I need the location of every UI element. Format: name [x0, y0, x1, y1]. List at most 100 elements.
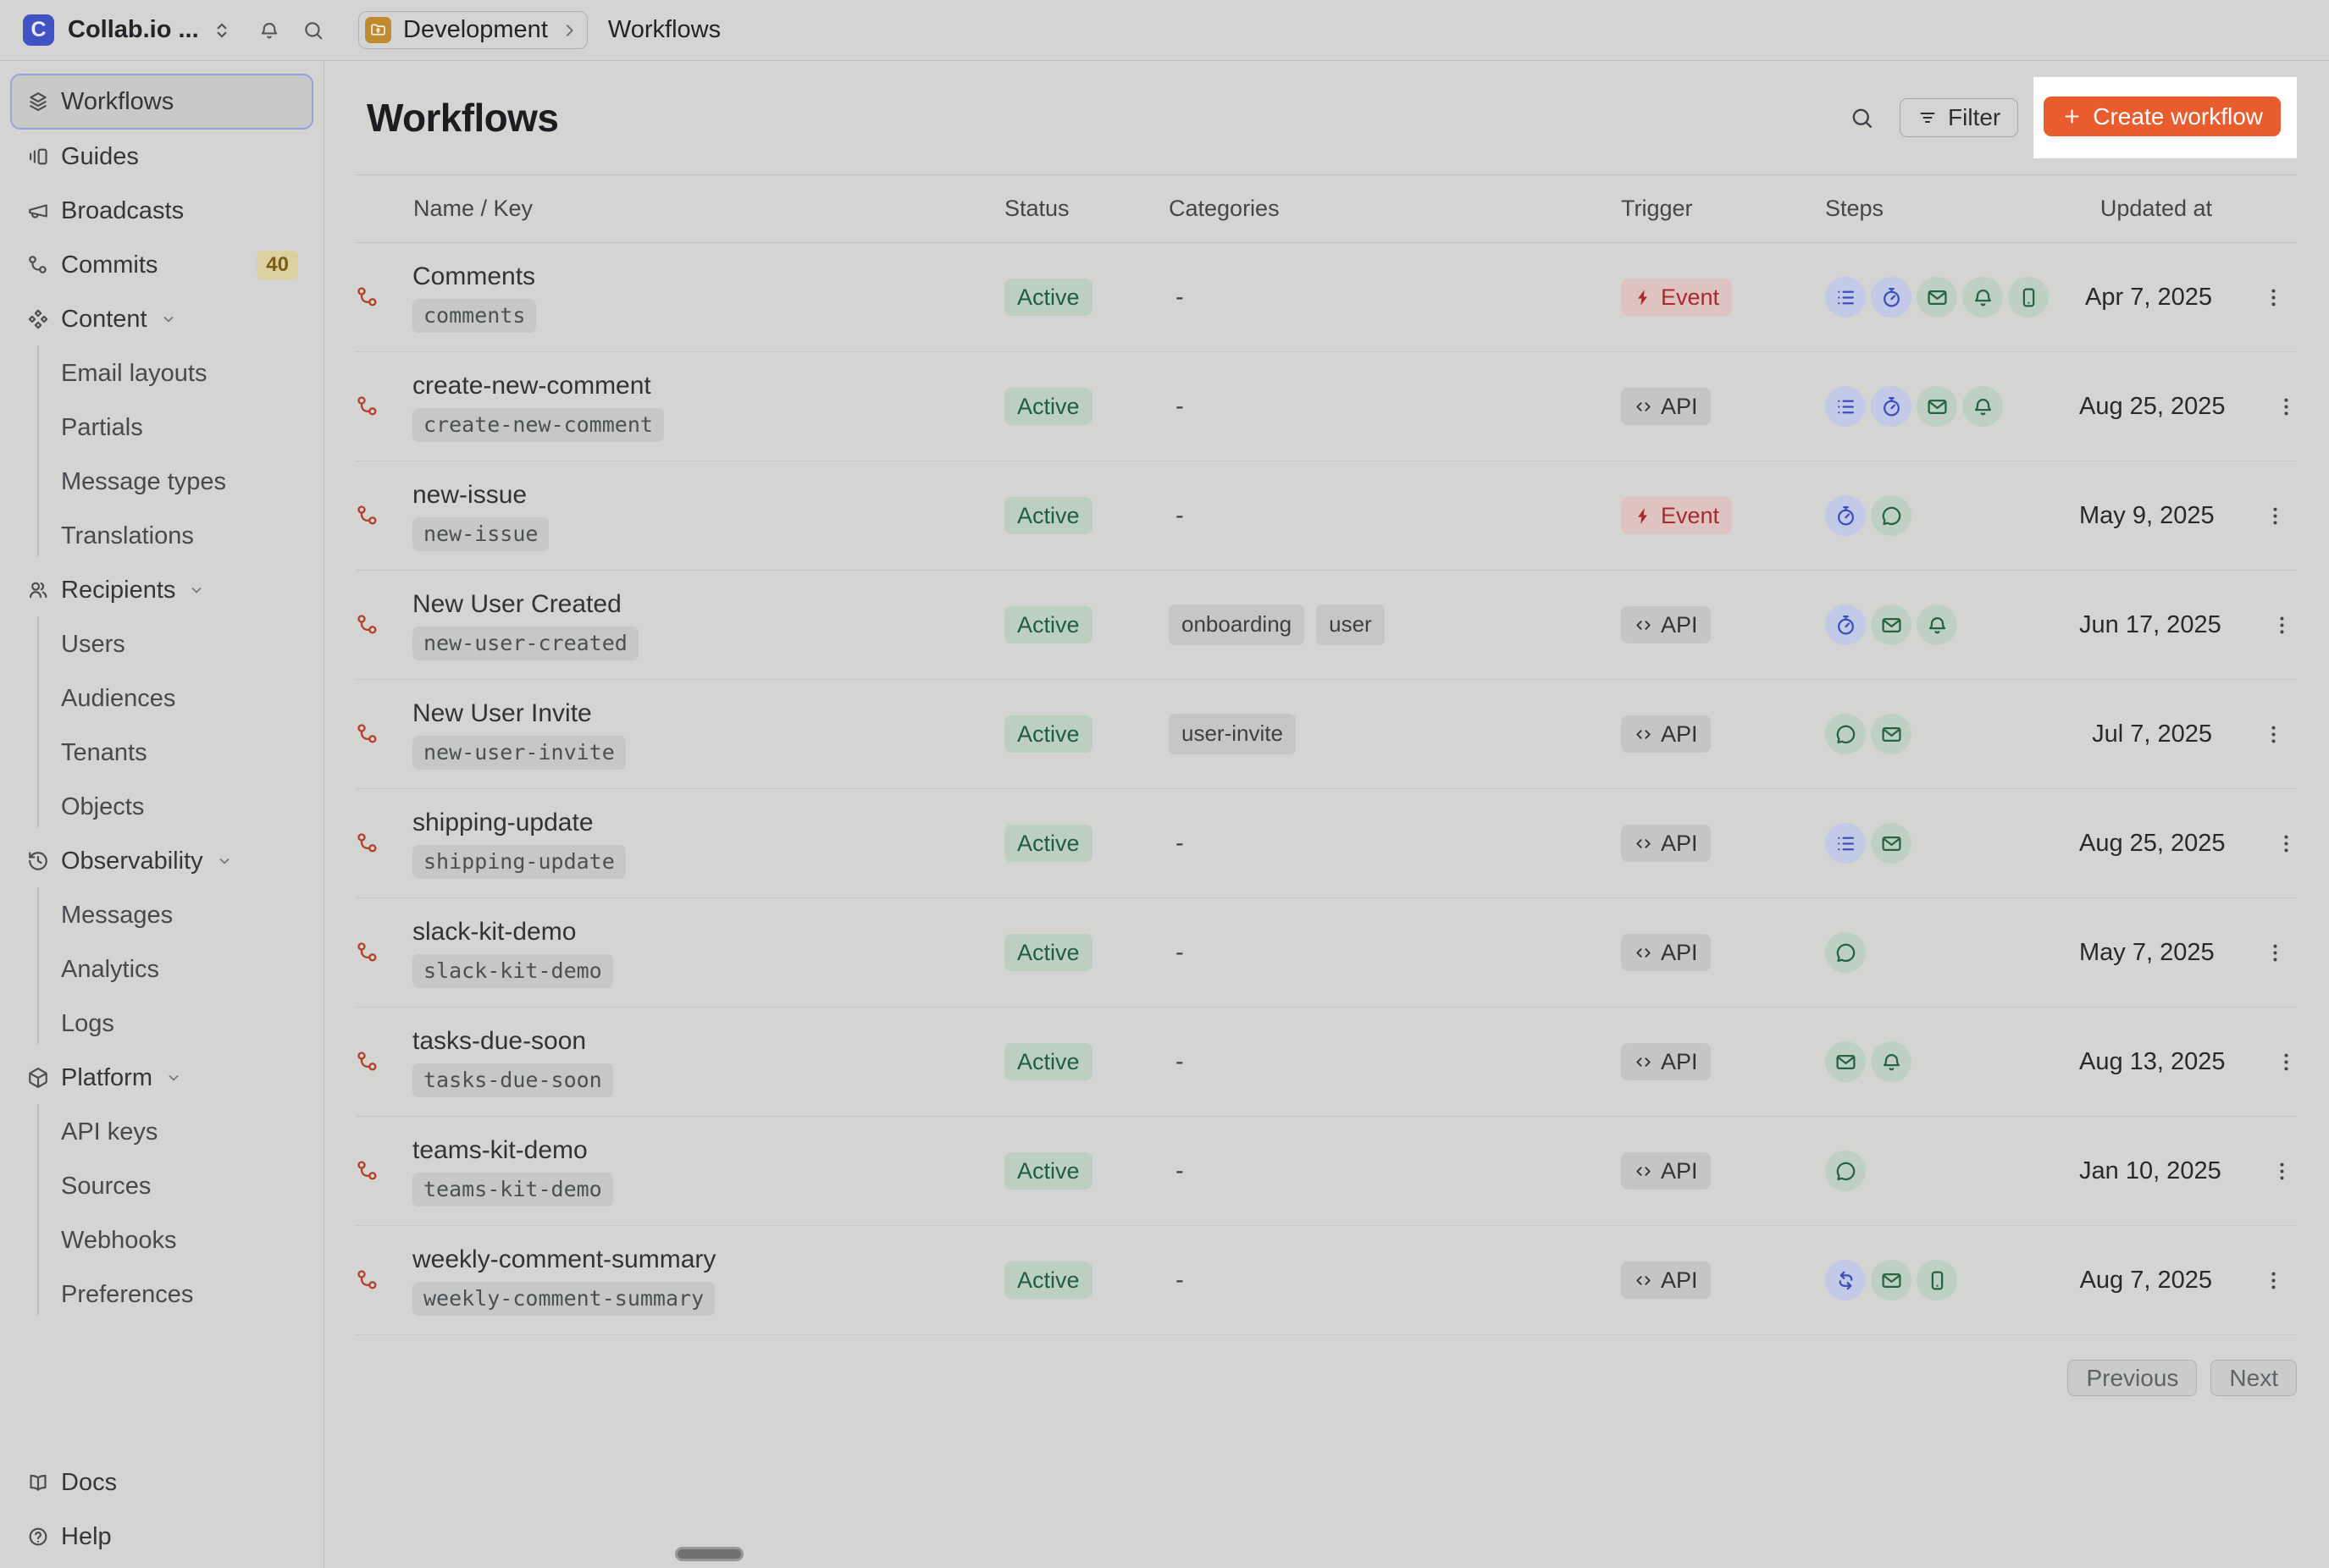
- table-row-weekly-comment-summary[interactable]: weekly-comment-summary weekly-comment-sum…: [356, 1226, 2297, 1335]
- sidebar-item-tenants[interactable]: Tenants: [0, 725, 324, 781]
- sidebar-item-recipients[interactable]: Recipients: [0, 563, 324, 617]
- sidebar-item-label: Logs: [61, 1009, 114, 1037]
- sidebar-item-label: Analytics: [61, 955, 160, 983]
- status-badge: Active: [1004, 606, 1093, 643]
- row-actions-kebab-icon[interactable]: [2271, 1160, 2293, 1183]
- updated-at: Jan 10, 2025: [2079, 1157, 2221, 1184]
- row-actions-kebab-icon[interactable]: [2275, 1051, 2298, 1074]
- updated-at: Aug 25, 2025: [2079, 829, 2226, 857]
- previous-page-button[interactable]: Previous: [2067, 1360, 2198, 1396]
- sidebar-item-message-types[interactable]: Message types: [0, 454, 324, 510]
- table-row-slack-kit-demo[interactable]: slack-kit-demo slack-kit-demo Active - API Ma…: [356, 898, 2297, 1008]
- sidebar-item-analytics[interactable]: Analytics: [0, 941, 324, 997]
- step-chip-in-app: [1917, 605, 1957, 645]
- sidebar-item-email-layouts[interactable]: Email layouts: [0, 345, 324, 401]
- step-chip-email: [1917, 277, 1957, 317]
- workflow-name: tasks-due-soon: [412, 1026, 587, 1055]
- account-switcher[interactable]: C Collab.io ...: [0, 14, 324, 46]
- environment-switcher[interactable]: Development: [358, 11, 588, 49]
- category-pill: user-invite: [1169, 714, 1296, 754]
- table-row-teams-kit-demo[interactable]: teams-kit-demo teams-kit-demo Active - API Ja…: [356, 1117, 2297, 1226]
- row-actions-kebab-icon[interactable]: [2262, 723, 2285, 746]
- sidebar-item-broadcasts[interactable]: Broadcasts: [0, 184, 324, 238]
- sidebar-item-label: Workflows: [61, 87, 174, 115]
- sidebar-item-users[interactable]: Users: [0, 616, 324, 672]
- email-step-icon: [1926, 286, 1949, 309]
- row-actions-kebab-icon[interactable]: [2275, 832, 2298, 855]
- sidebar-item-api-keys[interactable]: API keys: [0, 1104, 324, 1160]
- email-step-icon: [1880, 1269, 1903, 1292]
- name-key-cell: Comments comments: [356, 262, 1004, 333]
- page-header: Workflows Filter Create workflow: [325, 61, 2329, 174]
- table-row-new-user-invite[interactable]: New User Invite new-user-invite Active user…: [356, 680, 2297, 789]
- sidebar-item-guides[interactable]: Guides: [0, 130, 324, 184]
- trigger-badge: API: [1621, 1152, 1711, 1190]
- workflow-name: weekly-comment-summary: [412, 1245, 716, 1273]
- sidebar-item-sources[interactable]: Sources: [0, 1158, 324, 1214]
- trigger-label: API: [1661, 721, 1698, 747]
- empty-categories-dash: -: [1176, 1157, 1184, 1184]
- name-key-cell: teams-kit-demo teams-kit-demo: [356, 1136, 1004, 1206]
- step-chip-chat: [1825, 932, 1866, 973]
- table-search-icon[interactable]: [1850, 106, 1874, 130]
- steps-cell: [1825, 1041, 2079, 1082]
- steps-cell: [1825, 386, 2079, 427]
- unfold-icon[interactable]: [211, 19, 233, 41]
- code-brackets-icon: [1634, 725, 1653, 744]
- sidebar-item-webhooks[interactable]: Webhooks: [0, 1212, 324, 1268]
- trigger-label: API: [1661, 1157, 1698, 1184]
- sidebar-item-translations[interactable]: Translations: [0, 508, 324, 563]
- sidebar-item-messages[interactable]: Messages: [0, 887, 324, 943]
- row-actions-kebab-icon[interactable]: [2262, 286, 2285, 309]
- trigger-label: Event: [1661, 284, 1720, 310]
- create-workflow-button[interactable]: Create workflow: [2044, 97, 2281, 136]
- sidebar-item-docs[interactable]: Docs: [0, 1455, 324, 1510]
- sidebar-item-workflows[interactable]: Workflows: [10, 74, 313, 130]
- notifications-bell-icon[interactable]: [258, 19, 280, 41]
- global-search-icon[interactable]: [302, 19, 324, 41]
- table-row-tasks-due-soon[interactable]: tasks-due-soon tasks-due-soon Active - API Au…: [356, 1008, 2297, 1117]
- megaphone-icon: [27, 200, 49, 222]
- status-badge: Active: [1004, 715, 1093, 753]
- chevron-right-icon: [560, 21, 578, 40]
- category-pill: onboarding: [1169, 605, 1305, 645]
- row-actions-kebab-icon[interactable]: [2264, 941, 2287, 964]
- sidebar-item-help[interactable]: Help: [0, 1510, 324, 1564]
- row-actions-kebab-icon[interactable]: [2271, 614, 2293, 637]
- sidebar-item-objects[interactable]: Objects: [0, 779, 324, 834]
- updated-at: Apr 7, 2025: [2085, 283, 2212, 311]
- table-row-new-user-created[interactable]: New User Created new-user-created Active on…: [356, 571, 2297, 680]
- row-actions-kebab-icon[interactable]: [2262, 1269, 2285, 1292]
- updated-at: Aug 7, 2025: [2079, 1266, 2212, 1294]
- sidebar-item-audiences[interactable]: Audiences: [0, 671, 324, 726]
- row-actions-kebab-icon[interactable]: [2275, 395, 2298, 418]
- filter-button[interactable]: Filter: [1900, 98, 2019, 137]
- sidebar-nav: Workflows Guides Broadcasts Commits 40 Conten…: [0, 74, 324, 1322]
- table-row-create-new-comment[interactable]: create-new-comment create-new-comment Acti…: [356, 352, 2297, 461]
- trigger-label: API: [1661, 1048, 1698, 1074]
- sidebar-item-preferences[interactable]: Preferences: [0, 1267, 324, 1322]
- categories-cell: -: [1169, 502, 1621, 530]
- sidebar-item-partials[interactable]: Partials: [0, 400, 324, 455]
- step-chip-in-app: [1871, 1041, 1911, 1082]
- table-row-comments[interactable]: Comments comments Active - Event Apr 7, 2025: [356, 243, 2297, 352]
- sidebar-item-label: Platform: [61, 1063, 152, 1091]
- sidebar-item-observability[interactable]: Observability: [0, 834, 324, 888]
- workflow-icon: [356, 395, 379, 418]
- table-row-new-issue[interactable]: new-issue new-issue Active - Event May 9, 202…: [356, 461, 2297, 571]
- chevron-down-icon: [216, 853, 233, 870]
- status-badge: Active: [1004, 1043, 1093, 1080]
- sidebar-item-logs[interactable]: Logs: [0, 996, 324, 1051]
- table-row-shipping-update[interactable]: shipping-update shipping-update Active - API…: [356, 789, 2297, 898]
- workflow-key-pill: shipping-update: [412, 844, 626, 879]
- next-page-button[interactable]: Next: [2210, 1360, 2297, 1396]
- sidebar-item-content[interactable]: Content: [0, 292, 324, 346]
- code-brackets-icon: [1634, 943, 1653, 963]
- trigger-label: Event: [1661, 502, 1720, 528]
- in-app-step-icon: [1880, 1051, 1903, 1074]
- row-actions-kebab-icon[interactable]: [2264, 505, 2287, 527]
- sidebar-item-commits[interactable]: Commits 40: [0, 238, 324, 292]
- sidebar-item-platform[interactable]: Platform: [0, 1051, 324, 1105]
- column-header-trigger: Trigger: [1621, 196, 1693, 221]
- name-key-cell: New User Invite new-user-invite: [356, 699, 1004, 770]
